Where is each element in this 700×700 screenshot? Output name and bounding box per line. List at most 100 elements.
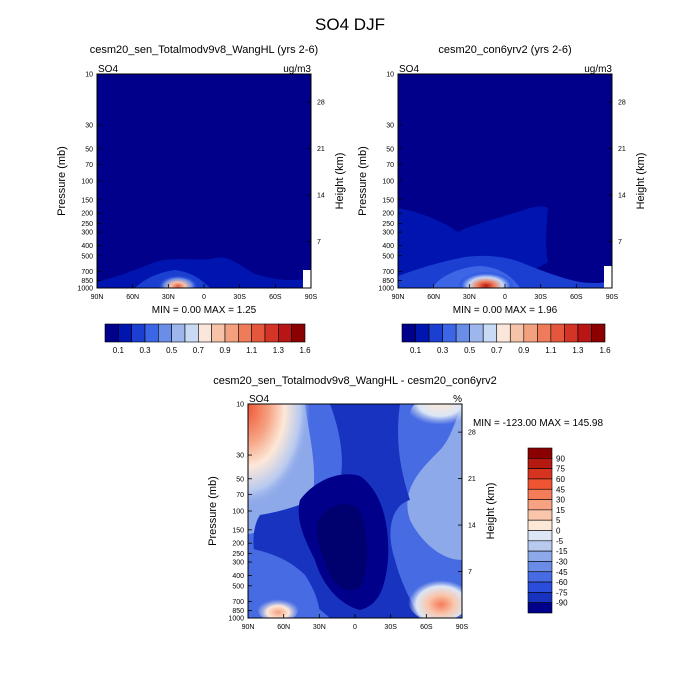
panel-left-label: SO4 — [98, 64, 118, 75]
colorbar-label: -30 — [556, 557, 568, 566]
contour-field — [248, 404, 462, 618]
panel-left-label: SO4 — [249, 394, 269, 405]
colorbar-label: 0.1 — [410, 346, 422, 355]
panel-top-right: cesm20_con6yrv2 (yrs 2-6) SO4 ug/m3 — [397, 44, 613, 289]
panel-title: cesm20_sen_Totalmodv9v8_WangHL - cesm20_… — [213, 375, 497, 387]
colorbar-label: 1.3 — [572, 346, 584, 355]
colorbar-swatch — [527, 447, 553, 459]
colorbar-swatch — [264, 323, 279, 343]
colorbar-swatch — [527, 478, 553, 490]
y-tick-label: 30 — [236, 453, 244, 460]
background-field — [97, 74, 311, 288]
y-tick-label: 200 — [232, 541, 244, 548]
x-tick-label: 30S — [233, 294, 246, 301]
colorbar-swatch — [527, 530, 553, 542]
contour-field — [398, 74, 612, 288]
colorbar-label: -75 — [556, 588, 568, 597]
x-tick-label: 60S — [570, 294, 583, 301]
y-tick-label: 250 — [81, 221, 93, 228]
y-tick-label: 50 — [386, 146, 394, 153]
y-tick-label: 30 — [386, 123, 394, 130]
colorbar-label: -90 — [556, 599, 568, 608]
y-tick-label: 10 — [236, 402, 244, 409]
colorbar-label: 1.1 — [246, 346, 258, 355]
y2-tick-label: 21 — [317, 146, 325, 153]
colorbar-swatch — [118, 323, 132, 343]
y-tick-label: 300 — [232, 560, 244, 567]
positive-surface-south — [408, 578, 462, 618]
colorbar-swatch — [527, 509, 553, 521]
topography-mask — [303, 270, 311, 288]
colorbar-swatch — [198, 323, 212, 343]
y-tick-label: 70 — [85, 162, 93, 169]
colorbar-label: -45 — [556, 568, 568, 577]
colorbar-label: 0.5 — [464, 346, 476, 355]
colorbar-swatch — [104, 323, 119, 343]
colorbar-swatch — [527, 592, 553, 603]
colorbar-label: 1.1 — [545, 346, 557, 355]
y2-axis-title: Height (km) — [334, 153, 346, 210]
y2-axis-title: Height (km) — [635, 153, 647, 210]
colorbar-label: 0.9 — [518, 346, 530, 355]
colorbar-swatch — [224, 323, 239, 343]
y-tick-label: 200 — [382, 211, 394, 218]
colorbar-label: 5 — [556, 516, 561, 525]
colorbar-label: 90 — [556, 454, 565, 463]
positive-surface-north — [258, 598, 298, 618]
x-tick-label: 30N — [313, 624, 326, 631]
y-tick-label: 500 — [382, 253, 394, 260]
y2-tick-label: 7 — [618, 239, 622, 246]
y-tick-label: 400 — [81, 243, 93, 250]
y2-tick-label: 28 — [468, 430, 476, 437]
colorbar-swatch — [482, 323, 498, 343]
colorbar-swatch — [564, 323, 579, 343]
panel-left-label: SO4 — [399, 64, 419, 75]
colorbar-label: 1.6 — [599, 346, 611, 355]
y2-axis-title: Height (km) — [485, 483, 497, 540]
contour-field — [97, 74, 311, 288]
colorbar-swatch — [171, 323, 186, 343]
x-tick-label: 90N — [242, 624, 255, 631]
panel-bottom: cesm20_sen_Totalmodv9v8_WangHL - cesm20_… — [213, 375, 497, 619]
panel-title: cesm20_sen_Totalmodv9v8_WangHL (yrs 2-6) — [90, 44, 318, 56]
y2-tick-label: 21 — [618, 146, 626, 153]
colorbar-swatch — [550, 323, 565, 343]
colorbar-swatch — [415, 323, 430, 343]
y-tick-label: 850 — [81, 278, 93, 285]
topography-mask — [604, 266, 612, 288]
colorbar-swatch — [251, 323, 266, 343]
min-max-stats: MIN = -123.00 MAX = 145.98 — [473, 418, 604, 429]
colorbar-label: -15 — [556, 547, 568, 556]
y-tick-label: 150 — [232, 527, 244, 534]
y2-tick-label: 14 — [468, 523, 476, 530]
y-tick-label: 400 — [232, 573, 244, 580]
x-tick-label: 0 — [353, 624, 357, 631]
colorbar-swatch — [455, 323, 470, 343]
colorbar-swatch — [291, 323, 306, 343]
colorbar-swatch — [401, 323, 416, 343]
y-tick-label: 100 — [232, 509, 244, 516]
y-tick-label: 1000 — [77, 286, 93, 293]
y-axis-title: Pressure (mb) — [357, 146, 369, 216]
y-tick-label: 250 — [382, 221, 394, 228]
colorbar-swatch — [527, 488, 553, 500]
colorbar-swatch — [527, 519, 553, 531]
colorbar-swatch — [131, 323, 146, 343]
panel-units-label: % — [453, 394, 462, 405]
colorbar-swatch — [509, 323, 525, 343]
x-tick-label: 0 — [202, 294, 206, 301]
colorbar-swatch — [523, 323, 538, 343]
colorbar-label: 0 — [556, 527, 561, 536]
axes-layer: 90N 60N 30N 0 30S 60S 90S103050701001502002503… — [56, 72, 647, 632]
colorbar-label: 0.7 — [193, 346, 205, 355]
y-tick-label: 50 — [85, 146, 93, 153]
colorbar-label: 0.9 — [219, 346, 231, 355]
colorbar-swatch — [442, 323, 457, 343]
y-tick-label: 400 — [382, 243, 394, 250]
y2-tick-label: 14 — [317, 193, 325, 200]
y-tick-label: 700 — [232, 599, 244, 606]
contour-negative-deep — [316, 504, 367, 591]
panel-units-label: ug/m3 — [584, 64, 612, 75]
colorbar-swatch — [184, 323, 199, 343]
